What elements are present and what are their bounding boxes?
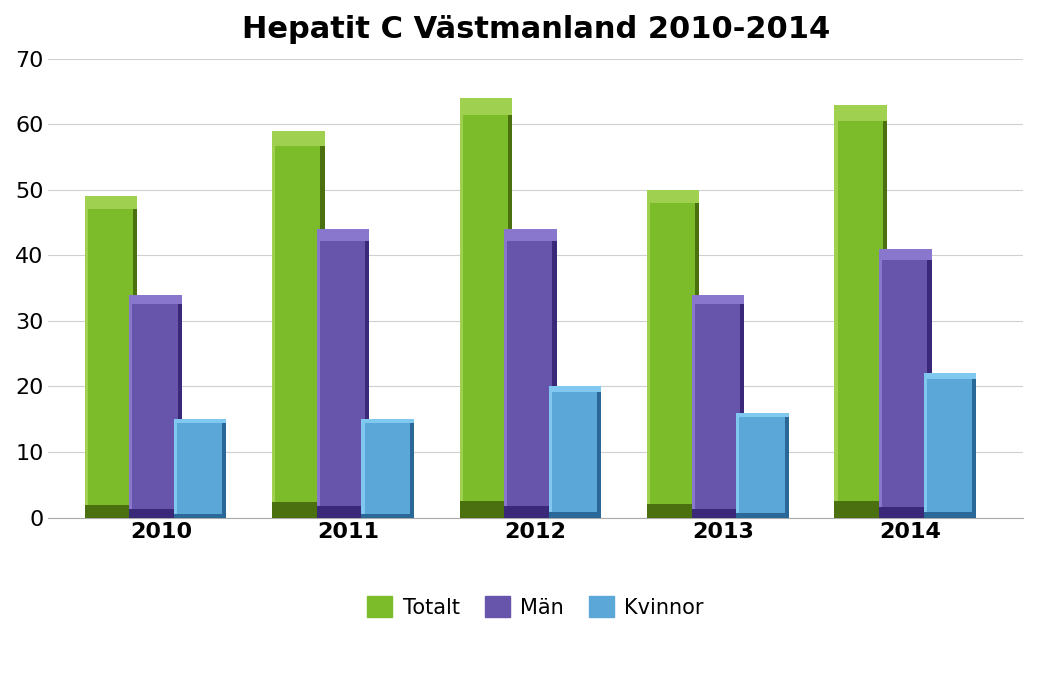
Bar [504, 229, 508, 518]
Bar [647, 190, 700, 518]
Bar [85, 196, 137, 518]
Bar [174, 419, 226, 518]
Bar [549, 386, 601, 392]
Bar [365, 229, 370, 518]
Bar [508, 98, 512, 518]
Bar [361, 419, 414, 518]
Bar [361, 419, 364, 518]
Bar [691, 509, 744, 518]
Bar [130, 509, 182, 518]
Bar [460, 98, 463, 518]
Bar [691, 295, 744, 518]
Bar [272, 502, 325, 518]
Bar [504, 229, 556, 241]
Bar [924, 373, 976, 379]
Bar [549, 386, 601, 518]
Bar [317, 506, 370, 518]
Bar [174, 419, 226, 423]
Bar [785, 412, 789, 518]
Bar [736, 412, 739, 518]
Bar [361, 514, 414, 518]
Bar [879, 249, 931, 518]
Bar [736, 412, 789, 417]
Bar [174, 419, 177, 518]
Bar [504, 229, 556, 518]
Bar [85, 196, 88, 518]
Bar [130, 295, 133, 518]
Bar [272, 131, 325, 518]
Bar [924, 373, 927, 518]
Bar [647, 190, 650, 518]
Bar [552, 229, 556, 518]
Bar [972, 373, 976, 518]
Bar [317, 229, 370, 518]
Bar [691, 295, 744, 304]
Bar [85, 505, 137, 518]
Title: Hepatit C Västmanland 2010-2014: Hepatit C Västmanland 2010-2014 [242, 15, 829, 44]
Bar [85, 196, 137, 209]
Bar [317, 229, 320, 518]
Bar [879, 249, 931, 260]
Bar [695, 190, 700, 518]
Bar [361, 419, 414, 423]
Bar [410, 419, 414, 518]
Bar [924, 373, 976, 518]
Bar [460, 98, 512, 518]
Bar [597, 386, 601, 518]
Bar [835, 105, 886, 121]
Legend: Totalt, Män, Kvinnor: Totalt, Män, Kvinnor [359, 588, 712, 626]
Bar [272, 131, 275, 518]
Bar [130, 295, 182, 304]
Bar [504, 506, 556, 518]
Bar [740, 295, 744, 518]
Bar [835, 105, 838, 518]
Bar [272, 131, 325, 146]
Bar [835, 105, 886, 518]
Bar [879, 249, 882, 518]
Bar [736, 412, 789, 518]
Bar [647, 190, 700, 203]
Bar [882, 105, 886, 518]
Bar [927, 249, 931, 518]
Bar [177, 295, 182, 518]
Bar [222, 419, 226, 518]
Bar [691, 295, 694, 518]
Bar [317, 229, 370, 241]
Bar [460, 501, 512, 518]
Bar [130, 295, 182, 518]
Bar [174, 514, 226, 518]
Bar [835, 501, 886, 518]
Bar [549, 512, 601, 518]
Bar [549, 386, 552, 518]
Bar [647, 504, 700, 518]
Bar [460, 98, 512, 115]
Bar [133, 196, 137, 518]
Bar [736, 514, 789, 518]
Bar [321, 131, 325, 518]
Bar [879, 507, 931, 518]
Bar [924, 512, 976, 518]
